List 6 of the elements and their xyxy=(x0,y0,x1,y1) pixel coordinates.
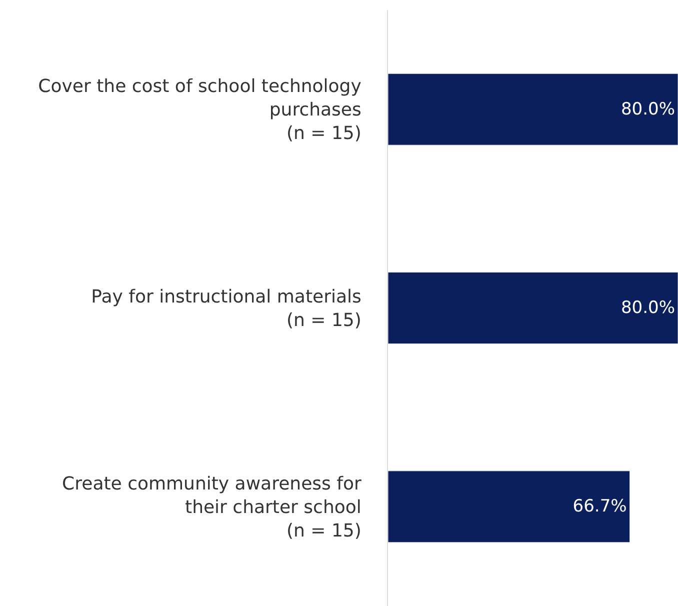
data-label: 80.0% xyxy=(620,298,675,318)
y-tick-label: Pay for instructional materials (n = 15) xyxy=(91,286,362,331)
y-tick-label: Create community awareness for their charter school (n = 15) xyxy=(62,474,362,542)
data-label: 80.0% xyxy=(620,99,675,120)
data-label: 66.7% xyxy=(572,496,627,517)
y-tick-label: Cover the cost of school technology purchases (n = 15) xyxy=(38,76,362,144)
